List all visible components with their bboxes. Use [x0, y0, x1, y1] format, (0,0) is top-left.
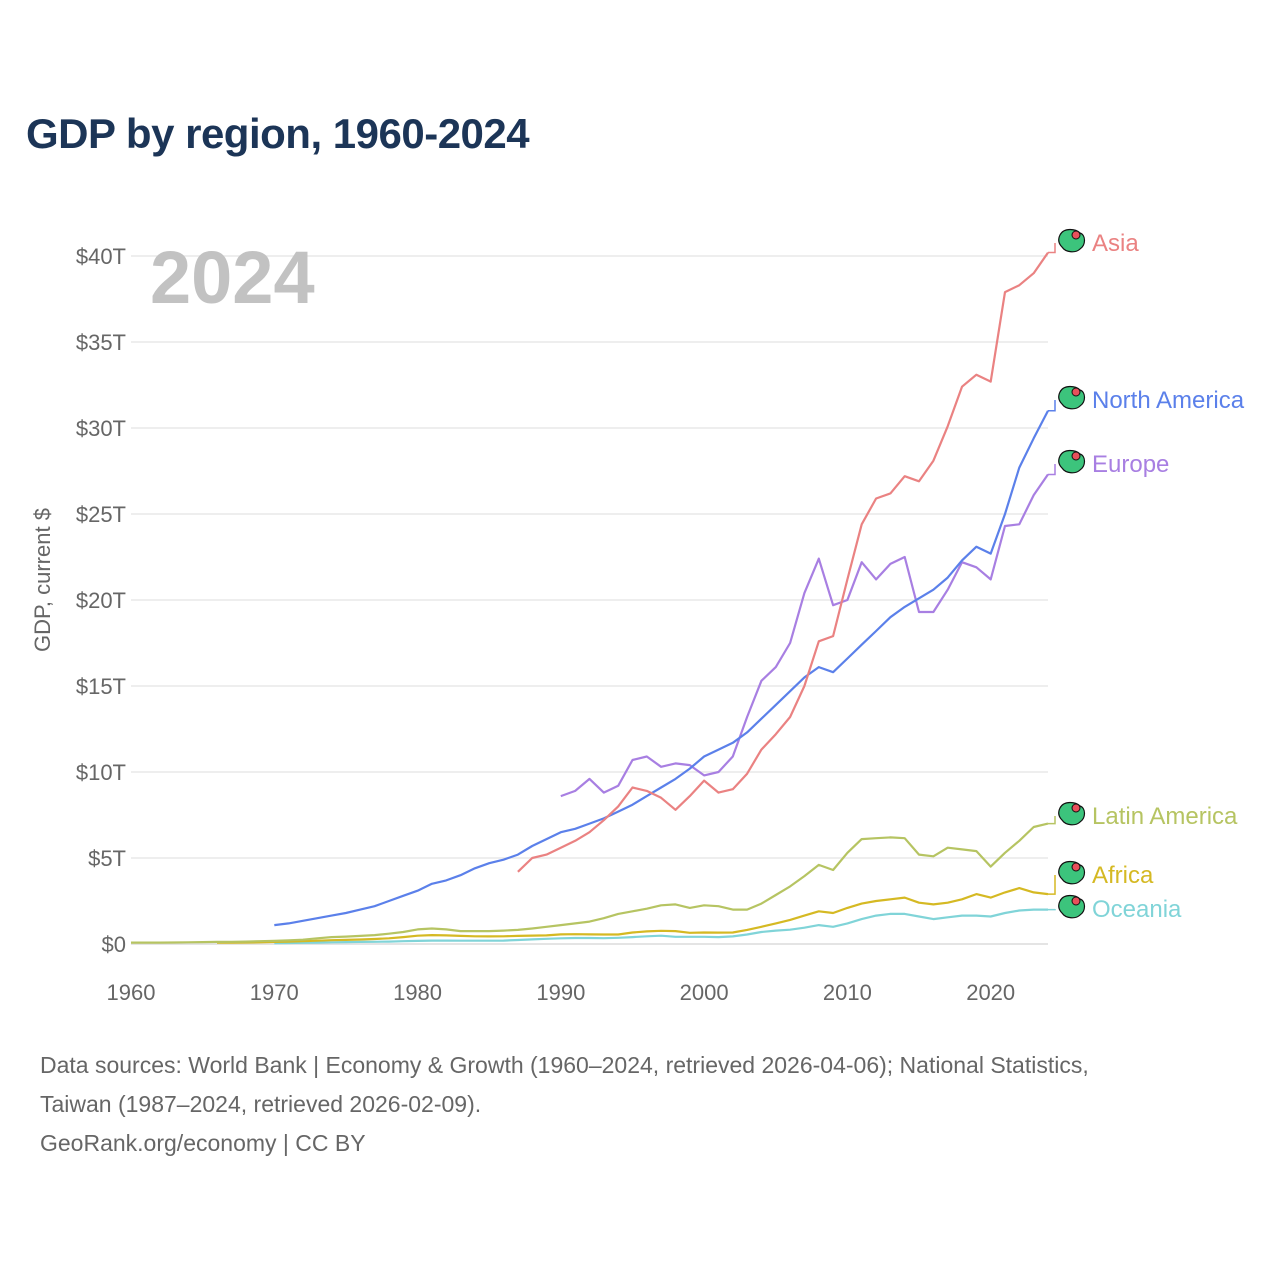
continent-map-icon — [1058, 894, 1086, 919]
y-tick-label: $20T — [76, 588, 126, 613]
series-label: Oceania — [1092, 896, 1182, 923]
continent-map-icon — [1058, 385, 1086, 410]
chart-footer: Data sources: World Bank | Economy & Gro… — [40, 1046, 1240, 1163]
year-watermark: 2024 — [150, 236, 315, 319]
x-tick-label: 1960 — [107, 980, 156, 1005]
y-tick-label: $25T — [76, 502, 126, 527]
series-line-europe — [560, 473, 1049, 798]
x-tick-label: 2000 — [680, 980, 729, 1005]
x-tick-label: 1990 — [536, 980, 585, 1005]
y-axis-label: GDP, current $ — [30, 508, 55, 652]
credit-link[interactable]: GeoRank.org/economy | CC BY — [40, 1130, 366, 1156]
y-tick-label: $0 — [102, 932, 126, 957]
series-label: North America — [1092, 387, 1245, 414]
y-tick-label: $40T — [76, 244, 126, 269]
y-tick-label: $35T — [76, 330, 126, 355]
label-leader-line — [1048, 816, 1056, 825]
label-leader-line — [1048, 464, 1056, 476]
y-tick-label: $15T — [76, 674, 126, 699]
y-tick-label: $5T — [88, 846, 126, 871]
label-leader-line — [1048, 243, 1056, 254]
data-sources-line-2: Taiwan (1987–2024, retrieved 2026-02-09)… — [40, 1091, 482, 1117]
x-tick-label: 1980 — [393, 980, 442, 1005]
label-leader-line — [1048, 400, 1056, 412]
x-tick-label: 2010 — [823, 980, 872, 1005]
x-tick-label: 2020 — [966, 980, 1015, 1005]
continent-map-icon — [1058, 801, 1086, 826]
series-line-north-america — [274, 410, 1049, 927]
series-line-asia — [517, 251, 1049, 873]
label-leader-line — [1048, 908, 1056, 911]
continent-map-icon — [1058, 228, 1086, 253]
label-leader-line — [1048, 875, 1056, 895]
series-line-latin-america — [131, 822, 1049, 944]
chart-title: GDP by region, 1960-2024 — [26, 110, 530, 157]
series-label: Europe — [1092, 451, 1169, 478]
y-tick-label: $30T — [76, 416, 126, 441]
series-line-africa — [217, 886, 1049, 944]
series-label: Asia — [1092, 230, 1139, 257]
x-tick-label: 1970 — [250, 980, 299, 1005]
series-line-oceania — [274, 908, 1048, 945]
data-sources-line-1: Data sources: World Bank | Economy & Gro… — [40, 1052, 1089, 1078]
series-label: Africa — [1092, 862, 1154, 889]
continent-map-icon — [1058, 860, 1086, 885]
series-label: Latin America — [1092, 803, 1238, 830]
y-tick-label: $10T — [76, 760, 126, 785]
continent-map-icon — [1058, 449, 1086, 474]
